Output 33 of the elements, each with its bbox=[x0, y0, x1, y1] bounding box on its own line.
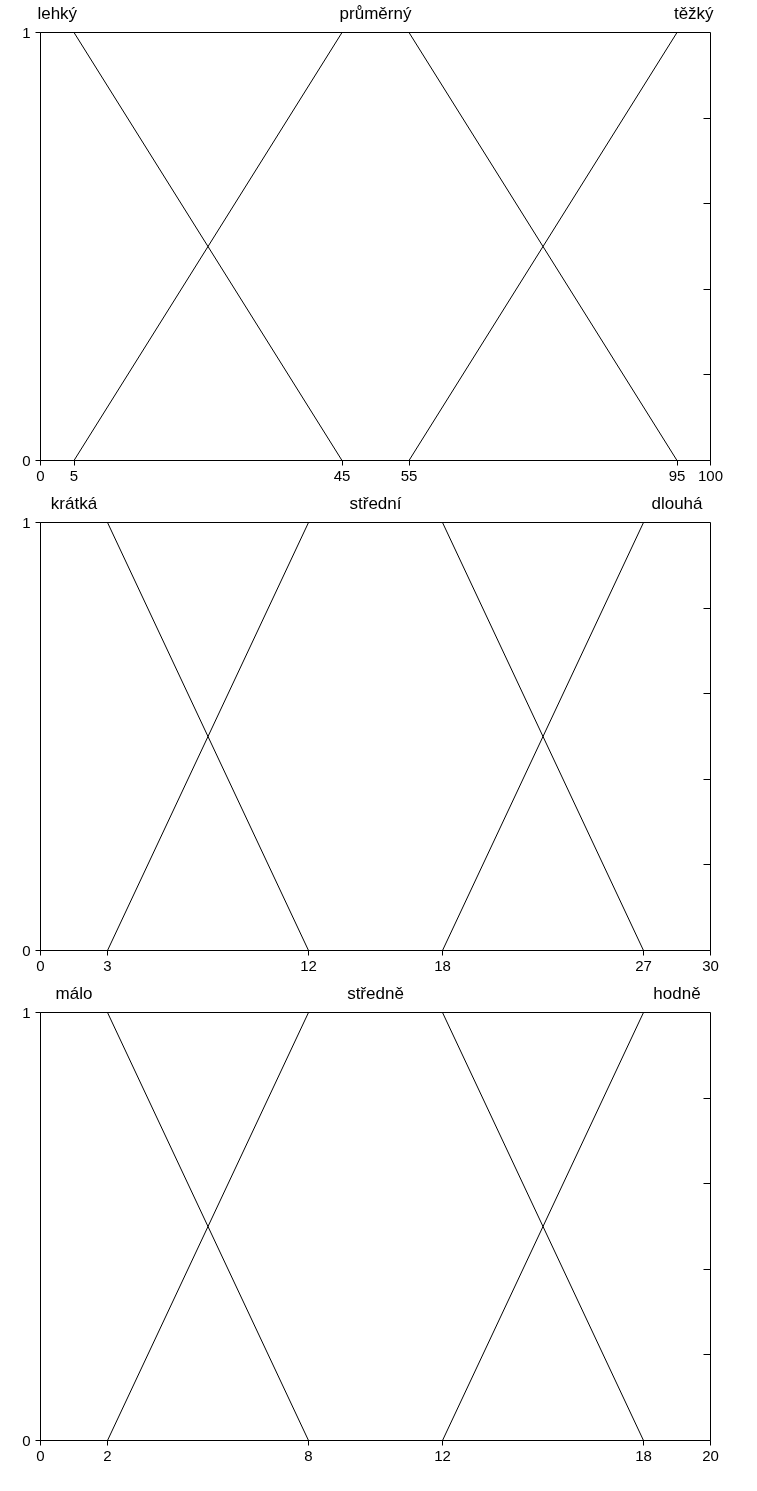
x-tick-label: 30 bbox=[702, 956, 719, 974]
x-tick-label: 18 bbox=[434, 956, 451, 974]
series-label: málo bbox=[55, 983, 93, 1003]
x-tick-label: 5 bbox=[69, 466, 79, 484]
series-label: dlouhá bbox=[651, 493, 704, 513]
y-tick-label: 0 bbox=[22, 941, 31, 959]
y-tick-label: 1 bbox=[22, 1003, 31, 1021]
x-tick-label: 12 bbox=[300, 956, 317, 974]
x-tick-label: 100 bbox=[697, 466, 724, 484]
series-label: hodně bbox=[653, 983, 701, 1003]
x-tick-label: 20 bbox=[702, 1446, 719, 1464]
x-tick-label: 0 bbox=[36, 956, 45, 974]
x-tick-label: 18 bbox=[635, 1446, 652, 1464]
series-label: střední bbox=[349, 493, 402, 513]
y-tick-label: 0 bbox=[22, 1431, 31, 1449]
x-tick-label: 12 bbox=[434, 1446, 451, 1464]
series-label: lehký bbox=[37, 3, 78, 23]
y-tick-label: 0 bbox=[22, 451, 31, 469]
x-tick-label: 95 bbox=[668, 466, 686, 484]
series-label: těžký bbox=[673, 3, 715, 23]
series-label: krátká bbox=[50, 493, 98, 513]
x-tick-label: 8 bbox=[304, 1446, 313, 1464]
x-tick-label: 2 bbox=[103, 1446, 112, 1464]
x-tick-label: 45 bbox=[333, 466, 351, 484]
series-label: středně bbox=[347, 983, 404, 1003]
x-tick-label: 27 bbox=[635, 956, 652, 974]
x-tick-label: 0 bbox=[36, 1446, 45, 1464]
x-tick-label: 55 bbox=[400, 466, 418, 484]
y-tick-label: 1 bbox=[22, 23, 31, 41]
x-tick-label: 3 bbox=[103, 956, 112, 974]
x-tick-label: 0 bbox=[36, 466, 45, 484]
series-label: průměrný bbox=[339, 3, 412, 23]
y-tick-label: 1 bbox=[22, 513, 31, 531]
